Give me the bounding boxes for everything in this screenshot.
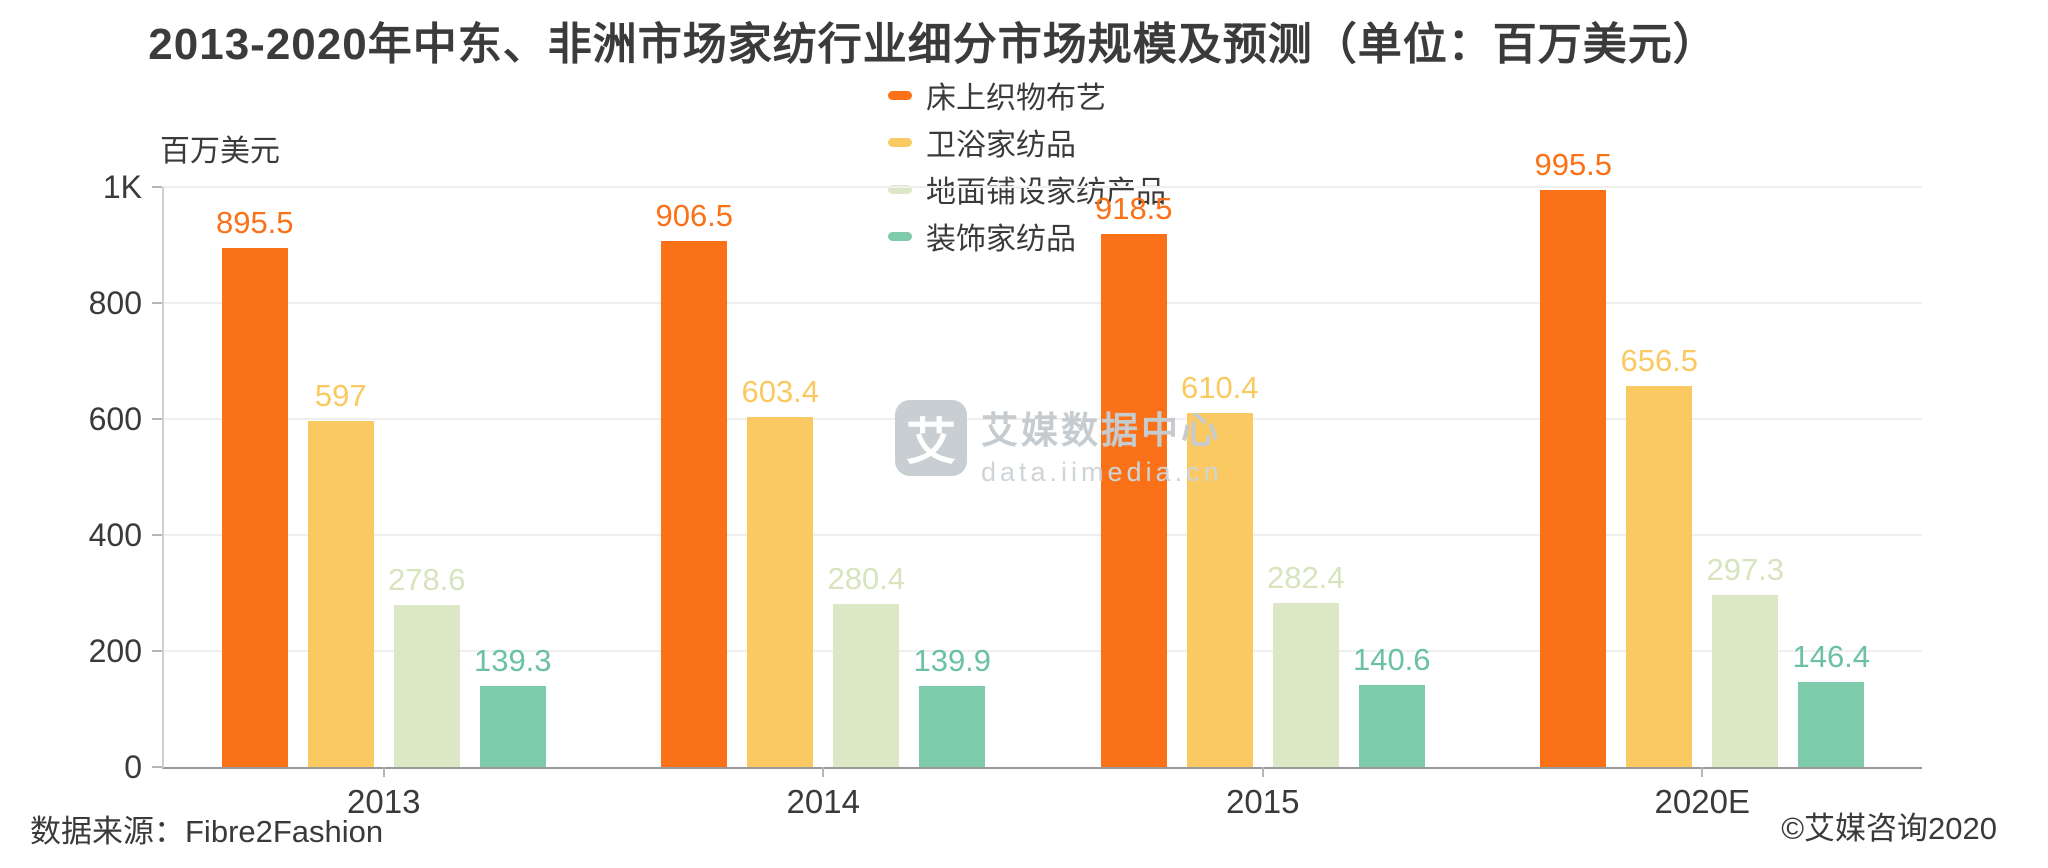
- legend-label: 装饰家纺品: [926, 223, 1076, 256]
- bar-地面铺设家纺产品-2014: [833, 604, 900, 767]
- bar-地面铺设家纺产品-2020E: [1712, 594, 1779, 767]
- bar-value-地面铺设家纺产品-2014: 280.4: [827, 561, 906, 597]
- bar-床上织物布艺-2013: [221, 247, 288, 767]
- x-axis-label-2014: 2014: [786, 783, 860, 820]
- bar-装饰家纺品-2020E: [1798, 682, 1865, 767]
- y-tick-label-0: 0: [124, 749, 142, 785]
- x-axis-label-2020E: 2020E: [1654, 783, 1750, 820]
- bar-卫浴家纺品-2020E: [1626, 386, 1693, 767]
- gridline-800: [164, 302, 1922, 304]
- bar-value-装饰家纺品-2014: 139.9: [913, 642, 992, 678]
- legend-item-卫浴家纺品: 卫浴家纺品: [888, 124, 1166, 162]
- legend-item-床上织物布艺: 床上织物布艺: [888, 77, 1166, 115]
- bar-value-卫浴家纺品-2014: 603.4: [741, 374, 820, 410]
- bar-地面铺设家纺产品-2013: [393, 605, 460, 767]
- plot-area: 0 200 400 600 800 1K 895.5 597 278.6 139.3 2013 906…: [89, 147, 1922, 820]
- legend-item-装饰家纺品: 装饰家纺品: [888, 218, 1166, 256]
- y-axis-unit-label: 百万美元: [160, 135, 280, 168]
- data-source-note: 数据来源：Fibre2Fashion: [30, 814, 384, 849]
- legend-marker-icon: [888, 184, 912, 194]
- legend-marker-icon: [888, 231, 912, 241]
- bar-床上织物布艺-2020E: [1540, 189, 1607, 767]
- gridline-200: [164, 650, 1922, 652]
- chart-title: 2013-2020年中东、非洲市场家纺行业细分市场规模及预测（单位：百万美元）: [148, 20, 1718, 69]
- y-tick-label-200: 200: [88, 633, 142, 669]
- x-tick-mark-2014: [822, 767, 825, 777]
- y-tick-label-800: 800: [88, 285, 142, 321]
- bar-value-床上织物布艺-2020E: 995.5: [1534, 146, 1613, 182]
- bar-value-卫浴家纺品-2015: 610.4: [1180, 369, 1259, 405]
- bar-卫浴家纺品-2014: [747, 417, 814, 767]
- y-tick-label-400: 400: [88, 517, 142, 553]
- legend: 床上织物布艺 卫浴家纺品地面铺设家纺产品 装饰家纺品: [888, 77, 1166, 256]
- y-tick-label-1K: 1K: [102, 169, 142, 205]
- bar-value-装饰家纺品-2013: 139.3: [473, 643, 552, 679]
- bar-床上织物布艺-2014: [661, 241, 728, 767]
- bar-value-卫浴家纺品-2013: 597: [314, 377, 367, 413]
- legend-label: 卫浴家纺品: [926, 129, 1076, 162]
- bar-value-地面铺设家纺产品-2013: 278.6: [387, 562, 466, 598]
- bar-value-床上织物布艺-2014: 906.5: [655, 198, 734, 234]
- bar-卫浴家纺品-2013: [307, 420, 374, 767]
- legend-marker-icon: [888, 137, 912, 147]
- y-tick-label-600: 600: [88, 401, 142, 437]
- bar-value-床上织物布艺-2015: 918.5: [1094, 191, 1173, 227]
- legend-marker-icon: [888, 90, 912, 100]
- bar-床上织物布艺-2015: [1100, 234, 1167, 767]
- x-tick-mark-2020E: [1701, 767, 1704, 777]
- x-axis-label-2013: 2013: [347, 783, 421, 820]
- legend-item-地面铺设家纺产品: 地面铺设家纺产品: [888, 171, 1166, 209]
- y-tick-mark-800: [152, 302, 162, 304]
- bar-value-地面铺设家纺产品-2020E: 297.3: [1706, 551, 1785, 587]
- bar-value-床上织物布艺-2013: 895.5: [215, 204, 294, 240]
- y-tick-mark-400: [152, 534, 162, 536]
- bar-卫浴家纺品-2015: [1186, 412, 1253, 767]
- y-tick-mark-0: [152, 766, 162, 768]
- bar-value-地面铺设家纺产品-2015: 282.4: [1266, 560, 1345, 596]
- gridline-400: [164, 534, 1922, 536]
- bar-value-卫浴家纺品-2020E: 656.5: [1620, 343, 1699, 379]
- x-axis-label-2015: 2015: [1226, 783, 1300, 820]
- y-tick-mark-600: [152, 418, 162, 420]
- x-tick-mark-2015: [1261, 767, 1264, 777]
- bar-装饰家纺品-2014: [919, 685, 986, 767]
- bar-装饰家纺品-2013: [479, 686, 546, 767]
- legend-label: 床上织物布艺: [926, 82, 1106, 115]
- bar-value-装饰家纺品-2015: 140.6: [1352, 642, 1431, 678]
- gridline-1K: [164, 186, 1922, 188]
- gridline-600: [164, 418, 1922, 420]
- bar-装饰家纺品-2015: [1358, 685, 1425, 767]
- copyright-note: ©艾媒咨询2020: [1781, 811, 1997, 846]
- y-tick-mark-1K: [152, 186, 162, 188]
- bar-地面铺设家纺产品-2015: [1272, 603, 1339, 767]
- x-tick-mark-2013: [382, 767, 385, 777]
- bar-value-装饰家纺品-2020E: 146.4: [1792, 639, 1871, 675]
- y-tick-mark-200: [152, 650, 162, 652]
- legend-label: 地面铺设家纺产品: [926, 176, 1166, 209]
